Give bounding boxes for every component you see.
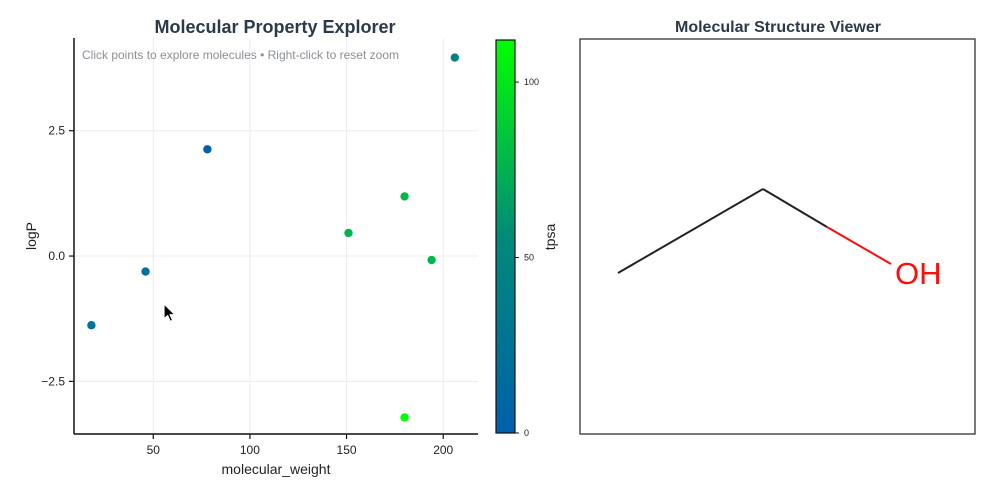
- x-tick-label: 50: [147, 443, 161, 457]
- colorbar-tick-label: 50: [524, 253, 534, 263]
- bond-c1-c2: [617, 188, 764, 274]
- data-point[interactable]: [344, 228, 353, 238]
- molecule-drawing: OH: [617, 188, 942, 291]
- bond-c2-o-oxygen-half: [826, 226, 892, 265]
- data-points[interactable]: [87, 53, 460, 422]
- data-point[interactable]: [203, 145, 212, 154]
- y-tick-label: −2.5: [41, 374, 65, 388]
- x-axis-label: molecular_weight: [222, 461, 331, 477]
- data-point[interactable]: [87, 321, 96, 330]
- colorbar-gradient: [495, 39, 516, 434]
- colorbar-ticks: 0 50 100: [515, 77, 539, 438]
- y-axis-label: logP: [23, 222, 39, 250]
- x-ticks: 50 100 150 200: [147, 434, 454, 457]
- bond-c2-o-carbon-half: [762, 188, 828, 228]
- y-gridlines: [74, 130, 478, 382]
- data-point[interactable]: [400, 413, 409, 422]
- y-tick-label: 0.0: [48, 249, 65, 263]
- y-tick-label: 2.5: [48, 124, 65, 138]
- plot-area[interactable]: [74, 38, 478, 433]
- atom-label-oh: OH: [895, 256, 942, 291]
- data-point[interactable]: [450, 53, 460, 62]
- colorbar-tick-label: 100: [524, 77, 539, 87]
- x-tick-label: 200: [433, 443, 453, 457]
- data-point[interactable]: [400, 192, 409, 201]
- colorbar-tick-label: 0: [524, 428, 529, 438]
- structure-title: Molecular Structure Viewer: [675, 19, 881, 36]
- structure-frame: [579, 38, 976, 435]
- data-point[interactable]: [141, 267, 150, 276]
- scatter-panel[interactable]: Molecular Property Explorer Click points…: [23, 17, 478, 477]
- mouse-cursor-icon: [163, 303, 176, 322]
- x-tick-label: 150: [337, 443, 357, 457]
- x-tick-label: 100: [240, 443, 260, 457]
- interaction-hint: Click points to explore molecules • Righ…: [82, 48, 399, 62]
- colorbar-label: tpsa: [542, 224, 558, 251]
- colorbar: 0 50 100 tpsa: [495, 39, 558, 438]
- y-ticks: −2.5 0.0 2.5: [41, 124, 74, 388]
- scatter-title: Molecular Property Explorer: [154, 17, 395, 37]
- structure-panel: Molecular Structure Viewer OH: [579, 19, 976, 435]
- data-point[interactable]: [427, 255, 436, 265]
